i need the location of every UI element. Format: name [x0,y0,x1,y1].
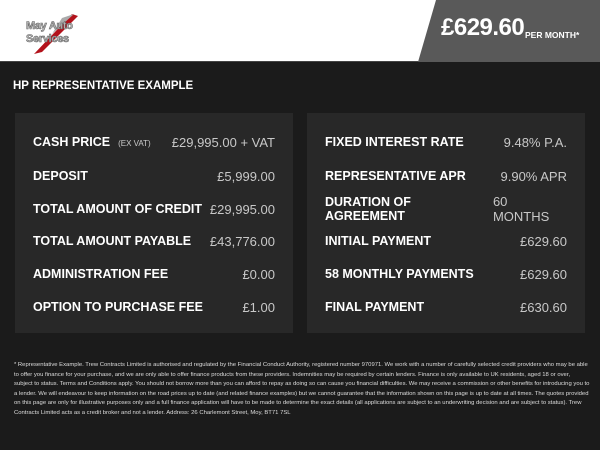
finance-row: FINAL PAYMENT £630.60 [325,297,567,317]
finance-value: £29,995.00 + VAT [171,134,275,150]
finance-label-text: ADMINISTRATION FEE [33,267,169,281]
finance-label: DURATION OF AGREEMENT [325,195,493,223]
finance-value: £629.60 [520,233,567,249]
finance-label: CASH PRICE (EX VAT) [33,135,151,149]
right-finance-panel: FIXED INTEREST RATE 9.48% P.A. REPRESENTAT… [307,113,585,333]
finance-value: 60 MONTHS [492,194,550,224]
finance-label-text: CASH PRICE [33,135,111,149]
finance-label: FIXED INTEREST RATE [325,135,464,149]
finance-value: 9.48% P.A. [503,134,567,150]
header: May Auto Services £629.60 PER MONTH* [0,0,600,62]
finance-value: £29,995.00 [209,201,275,217]
finance-row: TOTAL AMOUNT OF CREDIT £29,995.00 [33,199,275,219]
finance-label-text: TOTAL AMOUNT OF CREDIT [33,202,202,216]
left-finance-panel: CASH PRICE (EX VAT) £29,995.00 + VAT DEPOSI… [15,113,293,333]
finance-row: DEPOSIT £5,999.00 [33,166,275,186]
finance-label-text: REPRESENTATIVE APR [325,169,466,183]
finance-row: DURATION OF AGREEMENT 60 MONTHS [325,194,567,224]
finance-row: 58 MONTHLY PAYMENTS £629.60 [325,264,567,284]
finance-row: FIXED INTEREST RATE 9.48% P.A. [325,132,567,152]
finance-value: £630.60 [520,299,567,315]
finance-value: £629.60 [520,266,567,282]
finance-label-text: 58 MONTHLY PAYMENTS [325,267,474,281]
finance-label-text: FINAL PAYMENT [325,300,425,314]
finance-label-text: DURATION OF AGREEMENT [325,195,411,223]
finance-value: £5,999.00 [217,168,275,184]
finance-label-sub: (EX VAT) [118,139,151,148]
monthly-price-banner: £629.60 PER MONTH* [418,0,600,62]
disclaimer-text: * Representative Example. Trew Contracts… [14,362,590,416]
finance-value: £0.00 [242,266,275,282]
finance-label-text: TOTAL AMOUNT PAYABLE [33,234,192,248]
finance-label: FINAL PAYMENT [325,300,424,314]
finance-label-text: INITIAL PAYMENT [325,234,432,248]
finance-label: OPTION TO PURCHASE FEE [33,300,203,314]
monthly-price: £629.60 [441,14,525,41]
logo[interactable]: May Auto Services [22,14,90,54]
finance-label-text: FIXED INTEREST RATE [325,135,464,149]
finance-label: TOTAL AMOUNT OF CREDIT [33,202,202,216]
finance-row: ADMINISTRATION FEE £0.00 [33,264,275,284]
logo-text-line1: May Auto [26,20,74,33]
finance-label: TOTAL AMOUNT PAYABLE [33,234,191,248]
finance-label: ADMINISTRATION FEE [33,267,168,281]
finance-label-text: OPTION TO PURCHASE FEE [33,300,203,314]
finance-value: £43,776.00 [209,233,275,249]
finance-label: 58 MONTHLY PAYMENTS [325,267,474,281]
section-title: HP REPRESENTATIVE EXAMPLE [13,80,194,92]
finance-row: CASH PRICE (EX VAT) £29,995.00 + VAT [33,132,275,152]
per-month-label: PER MONTH* [525,30,580,40]
logo-swoosh-icon [34,14,78,54]
finance-label-text: DEPOSIT [33,169,88,183]
finance-row: TOTAL AMOUNT PAYABLE £43,776.00 [33,231,275,251]
finance-row: REPRESENTATIVE APR 9.90% APR [325,166,567,186]
finance-value: £1.00 [242,299,275,315]
finance-label: REPRESENTATIVE APR [325,169,466,183]
finance-label: DEPOSIT [33,169,88,183]
finance-row: OPTION TO PURCHASE FEE £1.00 [33,297,275,317]
finance-value: 9.90% APR [500,168,568,184]
finance-label: INITIAL PAYMENT [325,234,431,248]
finance-row: INITIAL PAYMENT £629.60 [325,231,567,251]
logo-text-line2: Services [26,33,70,46]
